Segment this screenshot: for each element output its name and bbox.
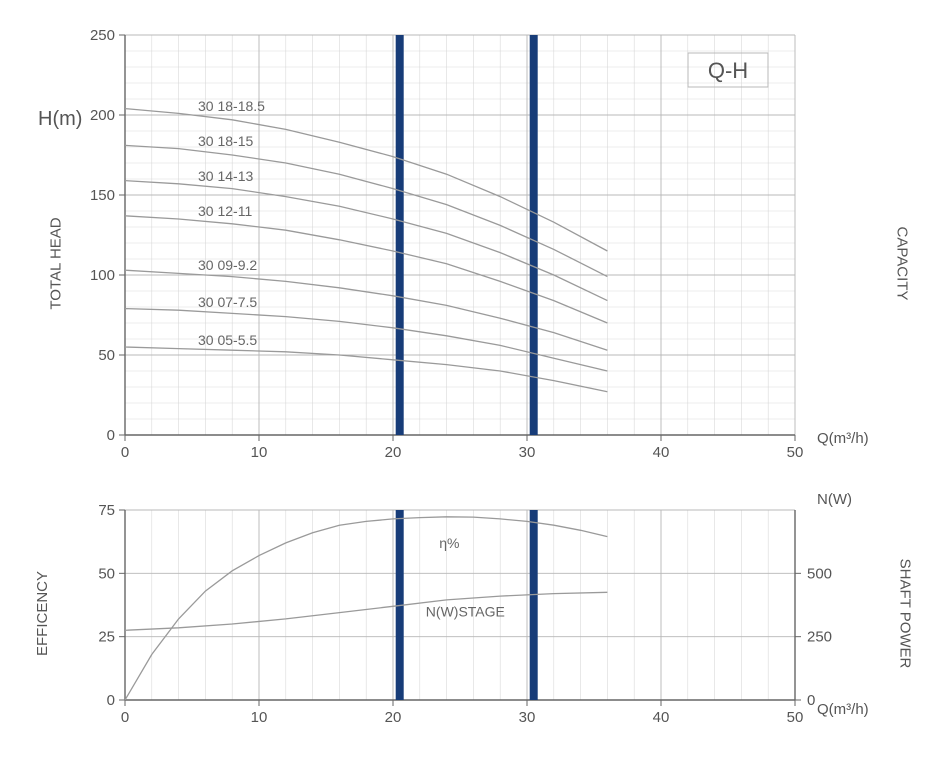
y-tick-label: 100	[90, 267, 115, 284]
curve-label: 30 18-15	[198, 133, 253, 149]
curve-label: 30 07-7.5	[198, 294, 257, 310]
shaft-power-label: N(W)STAGE	[426, 603, 505, 619]
x-axis-label: Q(m³/h)	[817, 701, 869, 718]
qh-title: Q-H	[708, 58, 748, 83]
x-tick-label: 10	[251, 709, 268, 726]
x-tick-label: 50	[787, 444, 804, 461]
x-tick-label: 40	[653, 709, 670, 726]
efficiency-label: η%	[439, 535, 459, 551]
y-tick-label: 250	[90, 27, 115, 44]
x-tick-label: 0	[121, 709, 129, 726]
y-tick-label: 50	[98, 347, 115, 364]
y-tick-label: 200	[90, 107, 115, 124]
x-tick-label: 0	[121, 444, 129, 461]
x-tick-label: 20	[385, 709, 402, 726]
right-axis-unit-label: N(W)	[817, 491, 852, 508]
y-right-tick-label: 0	[807, 692, 815, 709]
left-axis-title: EFFICENCY	[34, 571, 51, 656]
x-tick-label: 20	[385, 444, 402, 461]
y-axis-unit-label: H(m)	[38, 108, 82, 131]
curve-label: 30 05-5.5	[198, 332, 257, 348]
y-right-tick-label: 250	[807, 629, 832, 646]
y-tick-label: 0	[107, 427, 115, 444]
curve-label: 30 09-9.2	[198, 257, 257, 273]
y-right-tick-label: 500	[807, 565, 832, 582]
y-tick-label: 150	[90, 187, 115, 204]
x-tick-label: 10	[251, 444, 268, 461]
y-left-tick-label: 75	[98, 502, 115, 519]
curve-label: 30 18-18.5	[198, 98, 265, 114]
y-left-tick-label: 0	[107, 692, 115, 709]
x-tick-label: 40	[653, 444, 670, 461]
x-tick-label: 30	[519, 444, 536, 461]
curve-label: 30 14-13	[198, 168, 253, 184]
y-left-tick-label: 50	[98, 565, 115, 582]
curve-label: 30 12-11	[198, 203, 252, 219]
x-tick-label: 30	[519, 709, 536, 726]
x-axis-label: Q(m³/h)	[817, 430, 869, 447]
right-axis-title: SHAFT POWER	[896, 559, 913, 669]
left-axis-title: TOTAL HEAD	[48, 217, 65, 309]
right-axis-title: CAPACITY	[893, 227, 910, 301]
y-left-tick-label: 25	[98, 629, 115, 646]
x-tick-label: 50	[787, 709, 804, 726]
